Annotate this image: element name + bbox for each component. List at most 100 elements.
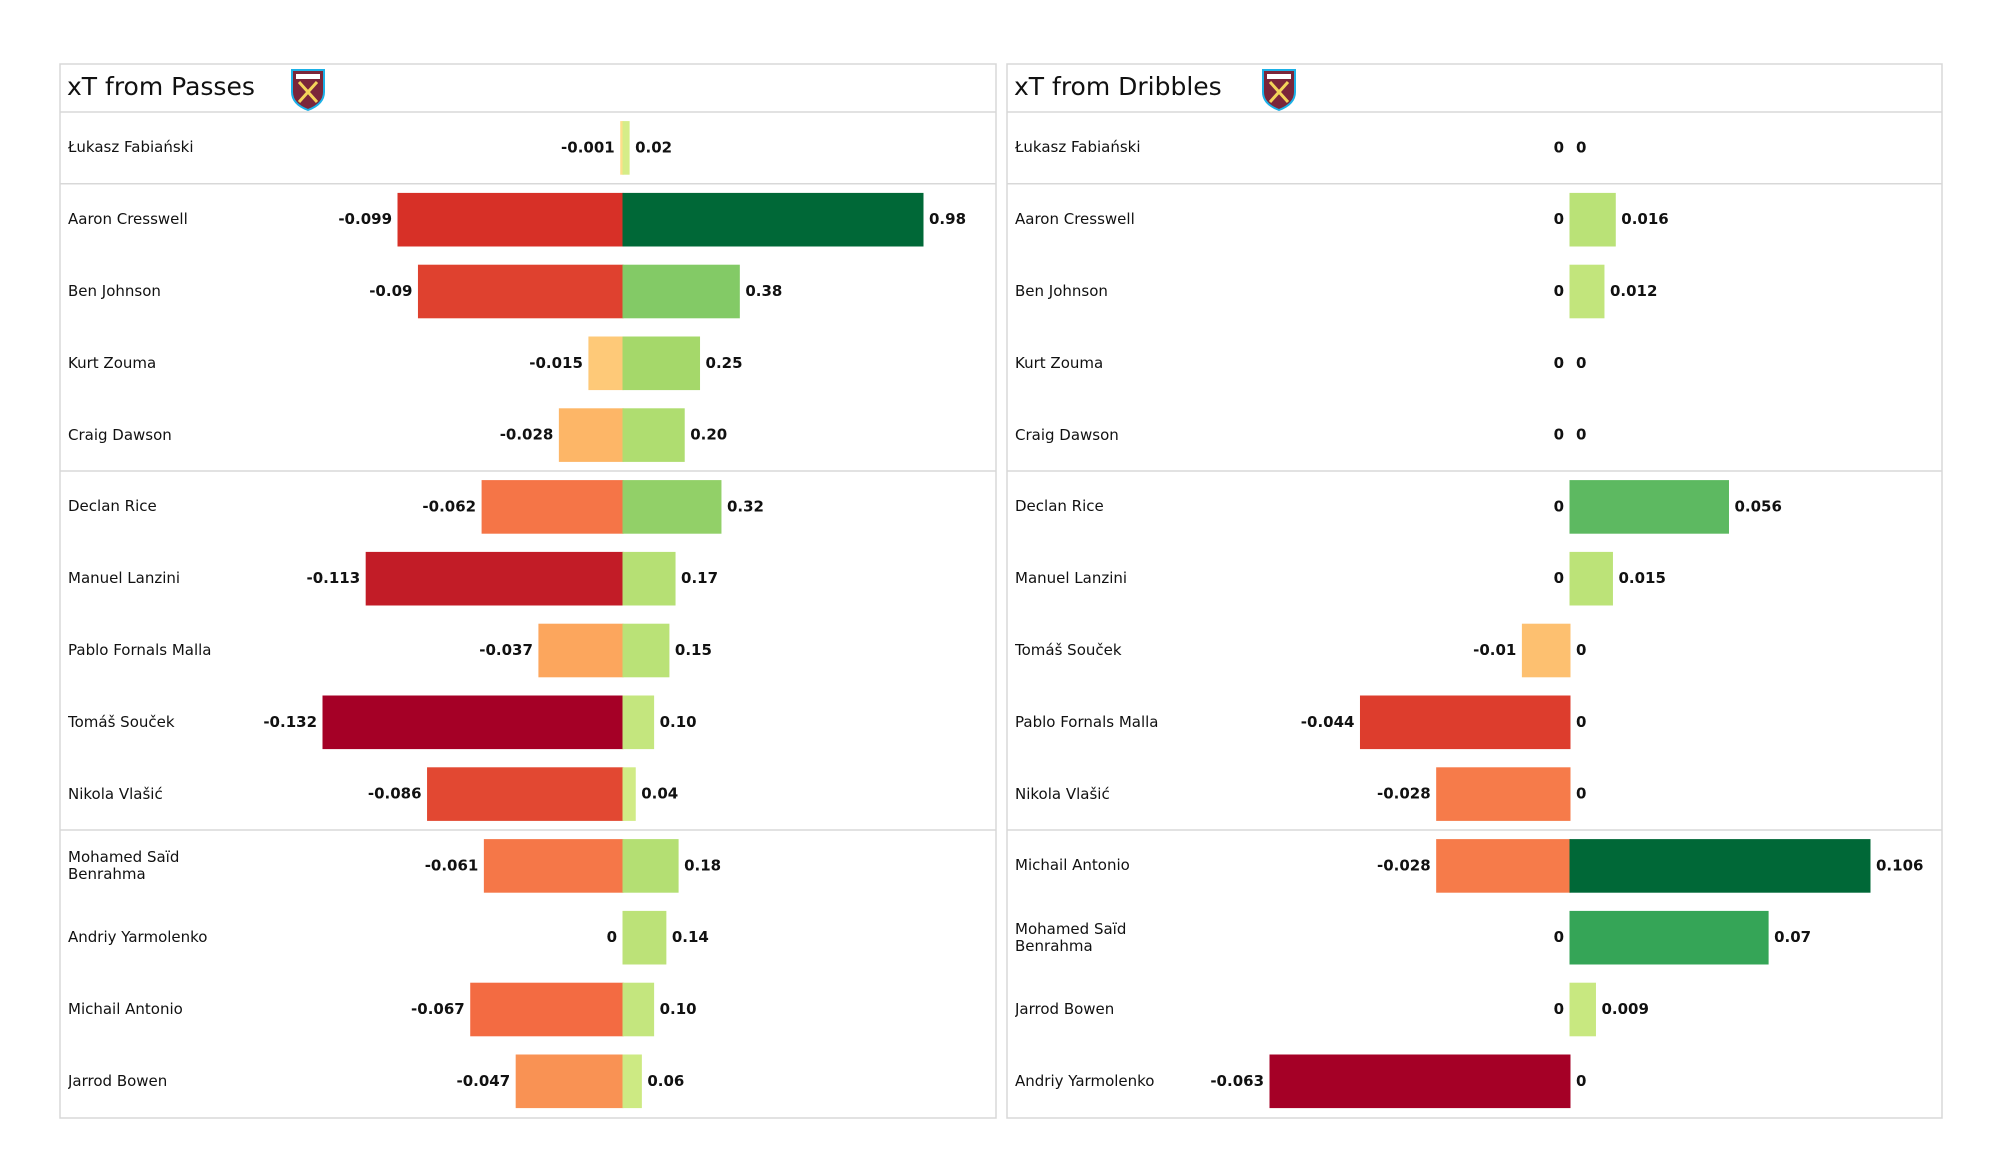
value-label: 0 [1576,785,1586,803]
value-label: 0 [1554,569,1564,587]
bar [622,1054,642,1109]
player-name: Ben Johnson [1015,282,1108,300]
bar [558,408,624,462]
value-label: 0.009 [1601,1000,1648,1018]
player-name-text: Tomáš Souček [68,712,175,731]
player-name: Pablo Fornals Malla [1015,713,1158,730]
bar [481,480,624,534]
bar [588,336,624,391]
bar [515,1054,624,1109]
value-label: -0.028 [1377,785,1431,803]
value-label: 0 [1576,641,1586,659]
value-label: 0.25 [706,354,743,372]
player-name-text: Ben Johnson [1015,282,1108,300]
value-label: -0.037 [479,641,533,659]
value-label: -0.044 [1301,713,1355,731]
value-label: 0 [1554,354,1564,372]
player-name-text: Mohamed Saïd Benrahma [1015,919,1127,955]
player-name-text: Mohamed Saïd Benrahma [68,847,180,883]
value-label: 0 [1576,713,1586,731]
value-label: -0.001 [561,138,615,156]
player-name: Ben Johnson [68,283,161,300]
player-name-text: Manuel Lanzini [1015,569,1128,588]
player-name-text: Declan Rice [1015,497,1104,516]
value-label: -0.132 [263,713,317,731]
bar [1569,480,1729,534]
bar [622,192,924,247]
player-name: Łukasz Fabiański [1015,138,1141,157]
value-label: 0.18 [684,856,721,874]
value-label: 0.04 [641,785,678,803]
bar [622,767,636,821]
value-label: -0.067 [411,1000,465,1018]
player-name-text: Jarrod Bowen [68,1071,168,1090]
player-name-text: Nikola Vlašić [1015,784,1110,803]
value-label: -0.061 [425,856,479,874]
value-label: 0 [1576,354,1586,372]
value-label: 0.07 [1774,928,1811,946]
value-label: 0 [1576,426,1586,444]
player-name-text: Manuel Lanzini [68,569,181,588]
player-name-text: Kurt Zouma [1015,353,1104,372]
value-label: 0 [1554,426,1564,444]
value-label: -0.028 [500,426,554,444]
bar [1569,551,1613,606]
club-logo [291,69,325,112]
bar [1521,623,1571,678]
value-label: -0.047 [457,1072,511,1090]
bar [417,264,624,319]
value-label: 0.32 [727,497,764,515]
player-name: Michail Antonio [68,1000,183,1018]
value-label: 0 [1576,1072,1586,1090]
player-name-text: Andriy Yarmolenko [1015,1071,1155,1090]
value-label: 0 [1554,282,1564,300]
value-label: -0.09 [369,282,412,300]
bar [622,408,685,462]
player-name-text: Michail Antonio [1015,856,1130,875]
value-label: 0.14 [672,928,709,946]
value-label: 0.02 [635,138,672,156]
player-name: Pablo Fornals Malla [68,642,211,659]
chart-title: xT from Dribbles [1014,72,1222,101]
value-label: -0.015 [529,354,583,372]
player-name: Kurt Zouma [68,353,157,372]
bar [622,982,655,1037]
bar [622,839,679,893]
value-label: 0.10 [660,1000,697,1018]
value-label: -0.062 [422,497,476,515]
player-name-text: Michail Antonio [68,1000,183,1018]
player-name: Manuel Lanzini [1015,569,1128,588]
value-label: 0.06 [647,1072,684,1090]
player-name: Declan Rice [68,498,157,515]
value-label: 0 [607,928,617,946]
value-label: 0 [1554,210,1564,228]
player-name-text: Tomáš Souček [1015,641,1122,659]
value-label: -0.063 [1210,1072,1264,1090]
player-name: Craig Dawson [68,426,172,443]
player-name: Mohamed Saïd Benrahma [68,847,180,883]
bar [365,551,624,606]
bar [397,192,624,247]
player-name: Nikola Vlašić [1015,784,1110,803]
player-name: Kurt Zouma [1015,353,1104,372]
player-name: Craig Dawson [1015,425,1119,444]
player-name-text: Kurt Zouma [68,353,157,372]
bar [622,264,740,319]
bar [470,982,624,1037]
bar [622,121,630,175]
bar [1269,1054,1571,1109]
value-label: 0.012 [1610,282,1657,300]
player-name-text: Łukasz Fabiański [1015,138,1141,157]
player-name-text: Nikola Vlašić [68,784,163,803]
bar [427,767,624,821]
player-name: Łukasz Fabiański [68,139,194,156]
value-label: -0.113 [307,569,361,587]
value-label: 0 [1576,138,1586,156]
bar [1569,192,1616,247]
player-name: Tomáš Souček [1015,641,1122,659]
player-name: Andriy Yarmolenko [1015,1071,1155,1090]
value-label: 0.20 [690,426,727,444]
bar [1569,839,1871,893]
player-name-text: Craig Dawson [1015,425,1119,444]
